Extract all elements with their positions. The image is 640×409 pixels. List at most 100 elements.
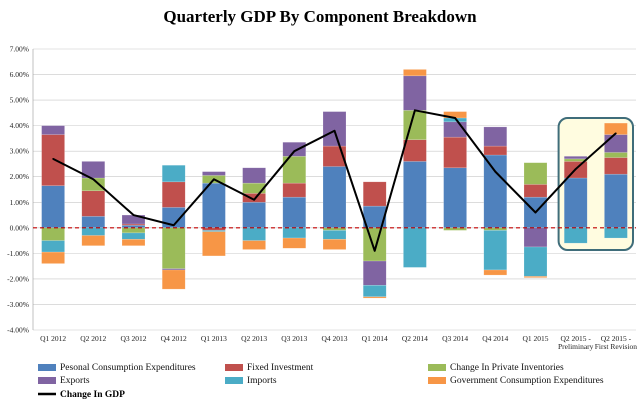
y-tick-label: 4.00% [10,121,29,130]
x-tick-label: Q2 2013 [241,334,267,343]
x-tick-label: Q3 2013 [281,334,307,343]
bar-segment-pesonal-consumption-expenditures: Q2 2014 — Pesonal Consumption Expenditur… [403,161,427,229]
chart-title: Quarterly GDP By Component Breakdown [163,7,477,26]
x-tick-label: Q3 2014 [442,334,468,343]
bar-segment-government-consumption-expenditures: Q1 2015 — Government Consumption Expendi… [523,276,548,278]
bar-segment-imports: Q4 2012 — Imports: 0.65 [161,164,186,183]
bar-segment-government-consumption-expenditures: Q4 2013 — Government Consumption Expendi… [322,239,347,250]
legend-label: Change In Private Inventories [450,363,564,373]
bar-segment-exports: Q2 2014 — Exports: 1.35 [403,75,427,111]
bar-segment-pesonal-consumption-expenditures: Q2 2013 — Pesonal Consumption Expenditur… [242,202,266,229]
bar-segment-government-consumption-expenditures: Q3 2013 — Government Consumption Expendi… [282,237,307,249]
bar-segment-imports: Q2 2014 — Imports: -1.55 [403,227,427,268]
bar-segment-government-consumption-expenditures: Q2 2013 — Government Consumption Expendi… [242,240,266,250]
bar-segment-imports: Q3 2012 — Imports: -0.25 [121,232,146,240]
bar-segment-pesonal-consumption-expenditures: Q2 2015 - Preliminary — Pesonal Consumpt… [563,177,588,229]
bar-segment-government-consumption-expenditures: Q4 2014 — Government Consumption Expendi… [483,269,508,276]
bar-segment-imports: Q1 2015 — Imports: -1.15 [523,246,548,277]
x-tick-label: Q4 2013 [321,334,347,343]
bar-segment-pesonal-consumption-expenditures: Q2 2015 - First Revision — Pesonal Consu… [604,173,628,229]
bar-segment-government-consumption-expenditures: Q2 2012 — Government Consumption Expendi… [81,235,106,246]
x-tick-label: Q4 2014 [482,334,508,343]
bar-segment-fixed-investment: Q1 2015 — Fixed Investment: 0.5 [523,184,548,198]
y-tick-label: -3.00% [7,300,29,309]
gdp-point [454,117,456,119]
legend-swatch [38,364,56,371]
bar-segment-pesonal-consumption-expenditures: Q1 2012 — Pesonal Consumption Expenditur… [41,185,65,229]
bar-segment-change-in-private-inventories: Q1 2015 — Change In Private Inventories:… [523,162,548,185]
bar-segment-imports: Q1 2012 — Imports: -0.45 [41,240,65,253]
x-tick-label: Q1 2015 [522,334,548,343]
bar-segment-exports: Q2 2012 — Exports: 0.65 [81,161,106,179]
bar-segment-fixed-investment: Q1 2013 — Fixed Investment: -0.1 [202,227,226,231]
bar-segment-imports: Q4 2014 — Imports: -1.55 [483,230,508,271]
bar-segment-change-in-private-inventories: Q2 2015 - First Revision — Change In Pri… [604,152,628,158]
bar-segment-change-in-private-inventories: Q1 2012 — Change In Private Inventories:… [41,227,65,241]
x-tick-label: Q2 2014 [402,334,428,343]
gdp-point [172,224,175,227]
gdp-point [615,132,617,135]
bar-segment-fixed-investment: Q1 2012 — Fixed Investment: 2 [41,134,65,186]
bar-segment-fixed-investment: Q2 2014 — Fixed Investment: 0.85 [403,139,427,162]
bar-segment-fixed-investment: Q3 2014 — Fixed Investment: 1.2 [443,136,467,169]
bar-segment-government-consumption-expenditures: Q3 2012 — Government Consumption Expendi… [121,239,146,246]
legend-label: Exports [60,376,90,386]
bar-segment-fixed-investment: Q2 2012 — Fixed Investment: 1 [81,190,106,217]
bar-segment-imports: Q4 2013 — Imports: -0.35 [322,230,347,240]
bar-segment-change-in-private-inventories: Q3 2012 — Change In Private Inventories:… [121,227,146,234]
gdp-line [52,109,617,252]
bar-segment-change-in-private-inventories: Q1 2014 — Change In Private Inventories:… [362,227,387,262]
bar-segment-pesonal-consumption-expenditures: Q4 2014 — Pesonal Consumption Expenditur… [483,154,508,229]
bar-segment-government-consumption-expenditures: Q1 2013 — Government Consumption Expendi… [202,231,226,257]
y-tick-label: -4.00% [7,326,29,335]
bar-segment-pesonal-consumption-expenditures: Q2 2012 — Pesonal Consumption Expenditur… [81,216,106,229]
bar-segment-change-in-private-inventories: Q4 2012 — Change In Private Inventories:… [161,227,186,269]
bar-segment-fixed-investment: Q2 2015 - First Revision — Fixed Investm… [604,157,628,175]
bar-segment-fixed-investment: Q1 2014 — Fixed Investment: 0.95 [362,181,387,207]
y-tick-label: 3.00% [10,147,29,156]
legend-swatch [428,364,446,371]
gdp-point [293,150,296,152]
gdp-point [574,168,577,170]
gdp-point [253,198,255,201]
legend-swatch [38,377,56,384]
y-tick-label: 1.00% [10,198,29,207]
y-tick-label: 6.00% [10,70,29,79]
x-tick-label: Q4 2012 [161,334,187,343]
legend-swatch [225,364,243,371]
legend: Pesonal Consumption Expenditures Fixed In… [38,363,604,400]
bar-segment-exports: Q2 2015 - First Revision — Exports: 0.7 [604,134,628,153]
gdp-point [132,214,135,216]
legend-label: Fixed Investment [247,363,314,373]
bar-segment-government-consumption-expenditures: Q1 2012 — Government Consumption Expendi… [41,251,65,264]
bar-segment-imports: Q2 2015 - First Revision — Imports: -0.4 [604,227,628,239]
bar-segment-fixed-investment: Q4 2012 — Fixed Investment: 1 [161,181,186,208]
gdp-point [213,178,215,181]
bar-segment-fixed-investment: Q3 2013 — Fixed Investment: 0.55 [282,182,307,198]
x-tick-label: Q2 2012 [80,334,106,343]
x-tick-label: Q2 2015 -Preliminary [558,334,594,351]
bar-segment-exports: Q3 2013 — Exports: 0.55 [282,141,307,157]
bar-segment-pesonal-consumption-expenditures: Q3 2014 — Pesonal Consumption Expenditur… [443,167,467,229]
y-tick-label: 0.00% [10,223,29,232]
bar-segment-exports: Q1 2012 — Exports: 0.35 [41,125,65,135]
bar-segment-imports: Q3 2013 — Imports: -0.4 [282,227,307,239]
bar-segment-exports: Q1 2013 — Exports: 0.15 [202,171,226,176]
bar-segment-exports: Q1 2015 — Exports: -0.75 [523,227,548,248]
bar-segment-exports: Q4 2014 — Exports: 0.75 [483,126,508,147]
legend-label: Pesonal Consumption Expenditures [60,363,196,373]
bar-segment-exports: Q1 2014 — Exports: -0.95 [362,260,387,286]
y-axis-tick-labels: -4.00% -3.00% -2.00% -1.00% 0.00% 1.00% 2.00% 3… [7,45,29,335]
gdp-point [494,170,497,173]
legend-swatch [428,377,446,384]
x-tick-label: Q3 2012 [120,334,146,343]
x-tick-label: Q1 2014 [362,334,388,343]
bar-segment-exports: Q2 2013 — Exports: 0.6 [242,167,266,184]
bar-segment-exports: Q4 2013 — Exports: 1.35 [322,111,347,147]
bar-segment-government-consumption-expenditures: Q2 2014 — Government Consumption Expendi… [403,69,427,77]
bar-segment-imports: Q1 2014 — Imports: -0.45 [362,285,387,298]
bar-segment-fixed-investment: Q4 2014 — Fixed Investment: 0.35 [483,145,508,156]
gdp-point [52,158,54,160]
bar-segment-pesonal-consumption-expenditures: Q4 2013 — Pesonal Consumption Expenditur… [322,166,347,229]
